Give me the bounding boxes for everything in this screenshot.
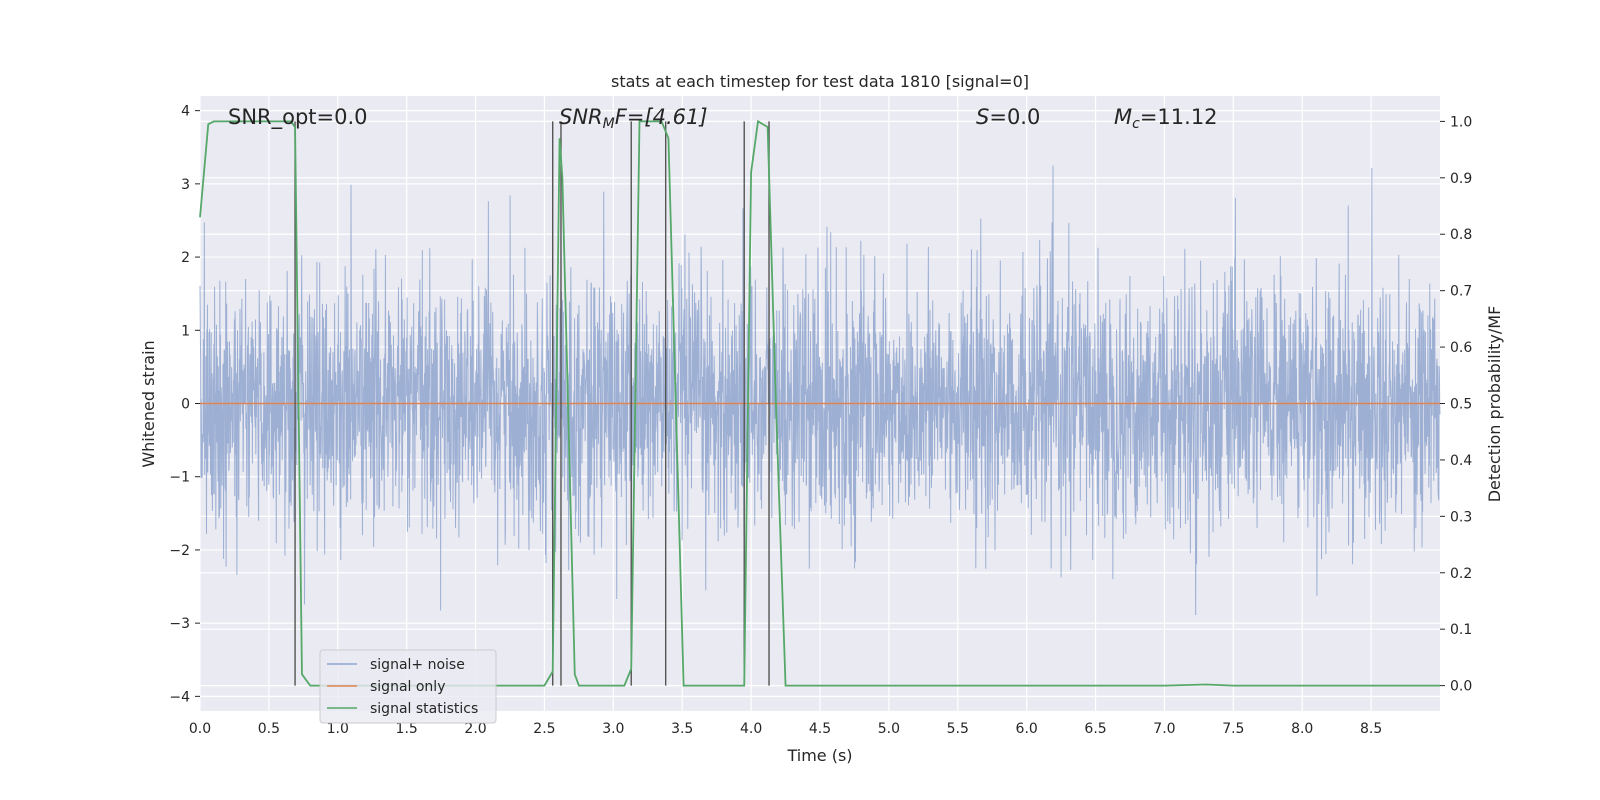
signal-statistics-line [199, 119, 1440, 687]
x-tick-label: 2.5 [533, 721, 555, 737]
y-tick-label: 2 [181, 250, 190, 266]
y2-tick-label: 0.5 [1450, 397, 1472, 413]
x-tick-label: 1.5 [396, 721, 418, 737]
left-axis-ticks: 4 3 2 1 0 −1 −2 −3 −4 [169, 104, 200, 705]
x-tick-label: 0.0 [189, 721, 211, 737]
chart-title: stats at each timestep for test data 181… [611, 72, 1029, 91]
y2-axis-label: Detection probability/MF [1485, 306, 1504, 503]
legend-label-signal-noise: signal+ noise [370, 657, 465, 673]
x-tick-label: 7.5 [1222, 721, 1244, 737]
y-tick-label: −1 [169, 470, 190, 486]
legend-label-signal-statistics: signal statistics [370, 701, 478, 717]
y-tick-label: −4 [169, 689, 190, 705]
annotation-s-value: =0.0 [989, 105, 1040, 129]
y-tick-label: 1 [181, 323, 190, 339]
y-axis-label: Whitened strain [139, 340, 158, 467]
x-tick-label: 0.5 [258, 721, 280, 737]
y2-tick-label: 1.0 [1450, 114, 1472, 130]
x-tick-label: 4.5 [809, 721, 831, 737]
annotation-mc: Mc=11.12 [1114, 105, 1218, 132]
y2-tick-label: 0.7 [1450, 284, 1472, 300]
y-tick-label: 4 [181, 104, 190, 120]
annotation-snr-mf-prefix: SNR [559, 105, 603, 129]
signal-noise-line [199, 165, 1441, 616]
x-tick-label: 4.0 [740, 721, 762, 737]
legend-label-signal-only: signal only [370, 679, 445, 695]
annotation-s: S=0.0 [976, 105, 1040, 129]
x-tick-label: 6.5 [1084, 721, 1106, 737]
annotation-s-prefix: S [976, 105, 989, 129]
x-tick-label: 2.0 [464, 721, 486, 737]
signal-statistics-series [199, 119, 1440, 687]
y2-tick-label: 0.3 [1450, 509, 1472, 525]
annotation-mc-sub: c [1132, 116, 1140, 132]
x-tick-label: 5.0 [878, 721, 900, 737]
x-tick-label: 8.5 [1360, 721, 1382, 737]
y2-tick-label: 0.0 [1450, 679, 1472, 695]
x-tick-label: 7.0 [1153, 721, 1175, 737]
annotation-snr-mf: SNRMF=[4.61] [559, 105, 708, 132]
vertical-markers [294, 121, 770, 686]
x-tick-label: 3.0 [602, 721, 624, 737]
y-tick-label: 3 [181, 177, 190, 193]
signal-noise-series [199, 165, 1441, 616]
x-tick-label: 3.5 [671, 721, 693, 737]
x-tick-label: 6.0 [1016, 721, 1038, 737]
x-tick-label: 1.0 [327, 721, 349, 737]
annotation-snr-opt: SNR_opt=0.0 [228, 105, 368, 130]
annotation-snr-mf-sub: M [603, 116, 615, 132]
x-axis-ticks: 0.0 0.5 1.0 1.5 2.0 2.5 3.0 3.5 4.0 4.5 5.0 5.5 6.0 6… [189, 721, 1382, 737]
x-axis-label: Time (s) [786, 746, 852, 765]
y-tick-label: −2 [169, 543, 190, 559]
x-tick-label: 5.5 [947, 721, 969, 737]
y2-tick-label: 0.4 [1450, 453, 1472, 469]
y2-tick-label: 0.2 [1450, 566, 1472, 582]
y2-tick-label: 0.1 [1450, 622, 1472, 638]
y-tick-label: 0 [181, 397, 190, 413]
legend: signal+ noise signal only signal statist… [319, 649, 497, 724]
legend-box [319, 649, 497, 724]
y2-tick-label: 0.9 [1450, 171, 1472, 187]
x-tick-label: 8.0 [1291, 721, 1313, 737]
annotation-mc-prefix: M [1114, 105, 1132, 129]
y2-tick-label: 0.8 [1450, 227, 1472, 243]
right-axis-ticks: 1.0 0.9 0.8 0.7 0.6 0.5 0.4 0.3 0.2 0.1 0.0 [1440, 114, 1472, 695]
y-tick-label: −3 [169, 616, 190, 632]
y2-tick-label: 0.6 [1450, 340, 1472, 356]
annotation-mc-value: =11.12 [1140, 105, 1218, 129]
annotation-snr-mf-f: F=[4.61] [615, 105, 708, 129]
